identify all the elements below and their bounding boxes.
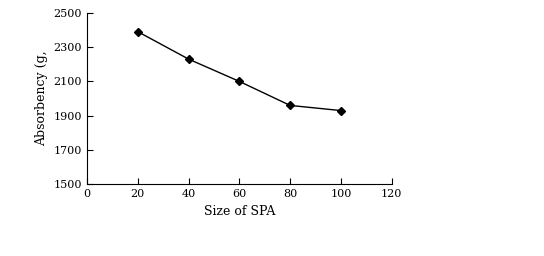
Y-axis label: Absorbency (g,: Absorbency (g, xyxy=(35,51,48,146)
X-axis label: Size of SPA: Size of SPA xyxy=(203,205,275,218)
